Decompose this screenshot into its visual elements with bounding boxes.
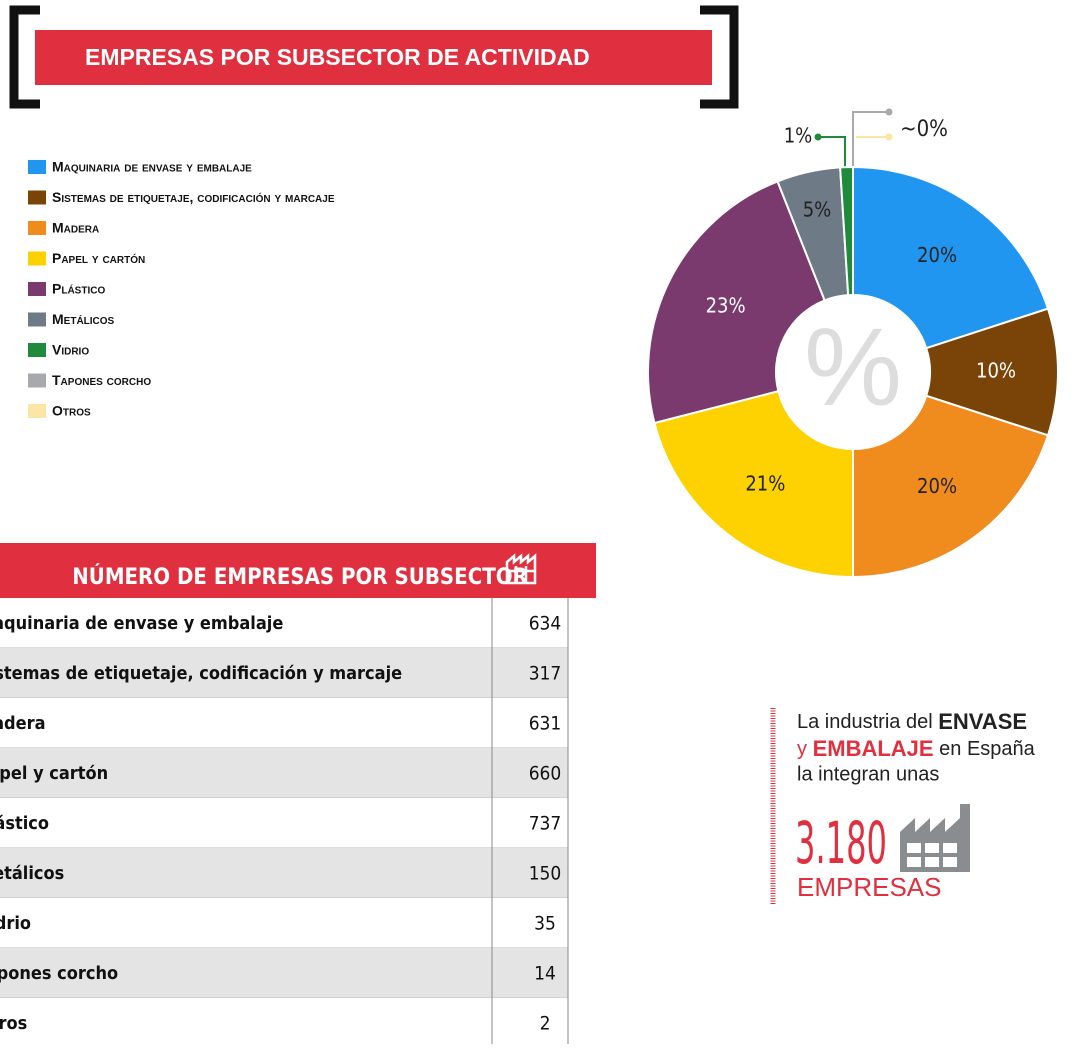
table-row <box>0 798 568 848</box>
row-value: 14 <box>534 963 556 985</box>
row-value: 2 <box>540 1013 551 1035</box>
pie-slice <box>852 165 1050 350</box>
table-title: NÚMERO DE EMPRESAS POR SUBSECTOR <box>72 564 528 590</box>
leader-line <box>852 111 889 172</box>
callout-strong: EMBALAJE <box>813 736 934 761</box>
callout-line: La industria del ENVASE <box>797 709 1027 734</box>
center-label: % <box>804 306 902 429</box>
pie-slice <box>647 180 826 425</box>
table-row <box>0 598 568 648</box>
table-header <box>0 543 596 598</box>
legend-swatch <box>28 251 46 266</box>
bracket-left <box>9 5 40 109</box>
legend-label: Otros <box>52 403 91 419</box>
table-row <box>0 998 568 1048</box>
callout-unit: EMPRESAS <box>797 872 942 902</box>
callout-strong: ENVASE <box>938 709 1027 734</box>
callout-number: 3.180 <box>795 809 887 877</box>
row-label: Otros <box>0 1013 27 1034</box>
table-icon <box>505 553 537 585</box>
row-value: 150 <box>529 863 562 885</box>
legend-swatch <box>28 190 46 205</box>
legend-label: Madera <box>52 220 99 236</box>
legend-swatch <box>28 221 46 235</box>
row-label: Tapones corcho <box>0 963 118 984</box>
row-value: 737 <box>529 813 562 835</box>
legend-swatch <box>28 343 46 357</box>
table-row <box>0 898 568 948</box>
title-banner <box>35 30 712 85</box>
callout-line: la integran unas <box>797 763 939 785</box>
leader-dot <box>885 108 893 116</box>
row-label: Metálicos <box>0 863 64 884</box>
legend-label: Tapones corcho <box>52 372 151 388</box>
pie-slice <box>653 389 854 579</box>
value-label: 20% <box>917 243 957 267</box>
row-label: Madera <box>0 713 46 734</box>
callout-text: La industria del <box>797 711 938 733</box>
row-label: Vidrio <box>0 913 31 934</box>
legend-label: Sistemas de etiquetaje, codificación y m… <box>52 189 335 205</box>
pie-slice <box>839 165 854 297</box>
legend-label: Plástico <box>52 281 105 297</box>
table-body: Maquinaria de envase y embalaje 634 Sistem… <box>0 598 569 1049</box>
row-label: Maquinaria de envase y embalaje <box>0 613 283 634</box>
table-row <box>0 648 568 698</box>
value-label: 10% <box>976 359 1016 383</box>
table-row <box>0 698 568 748</box>
row-value: 634 <box>529 613 562 635</box>
row-value: 317 <box>529 663 562 685</box>
bracket-right <box>700 5 739 109</box>
value-label: 5% <box>803 197 832 221</box>
leader-dot <box>885 133 893 141</box>
row-label: Sistemas de etiquetaje, codificación y m… <box>0 663 402 684</box>
legend-label: Maquinaria de envase y embalaje <box>52 159 252 175</box>
annotation: ~0% <box>900 117 948 142</box>
row-value: 660 <box>529 763 562 785</box>
legend-swatch <box>28 282 46 296</box>
legend-swatch <box>28 160 46 174</box>
row-label: Plástico <box>0 813 49 834</box>
callout-line: y EMBALAJE en España <box>797 736 1036 761</box>
table-row <box>0 748 568 798</box>
callout-text: en España <box>934 738 1036 760</box>
legend-label: Vidrio <box>52 342 89 358</box>
value-label: 23% <box>706 294 746 318</box>
legend-swatch <box>28 404 46 418</box>
callout-text: y <box>797 738 813 760</box>
legend-swatch <box>28 312 46 327</box>
value-label: 21% <box>745 471 785 495</box>
title: EMPRESAS POR SUBSECTOR DE ACTIVIDAD <box>85 44 590 70</box>
legend-swatch <box>28 373 46 388</box>
legend-label: Metálicos <box>52 311 115 327</box>
legend-label: Papel y cartón <box>52 250 145 266</box>
leader-dot <box>814 133 822 141</box>
row-value: 35 <box>534 913 556 935</box>
value-label: 20% <box>917 474 957 498</box>
table-row <box>0 948 568 998</box>
row-label: Papel y cartón <box>0 763 108 784</box>
table-row <box>0 848 568 898</box>
factory-icon <box>900 804 970 872</box>
pie-slice <box>852 394 1050 579</box>
leader-line <box>820 136 846 172</box>
row-value: 631 <box>529 713 562 735</box>
value-label: 1% <box>784 124 813 148</box>
